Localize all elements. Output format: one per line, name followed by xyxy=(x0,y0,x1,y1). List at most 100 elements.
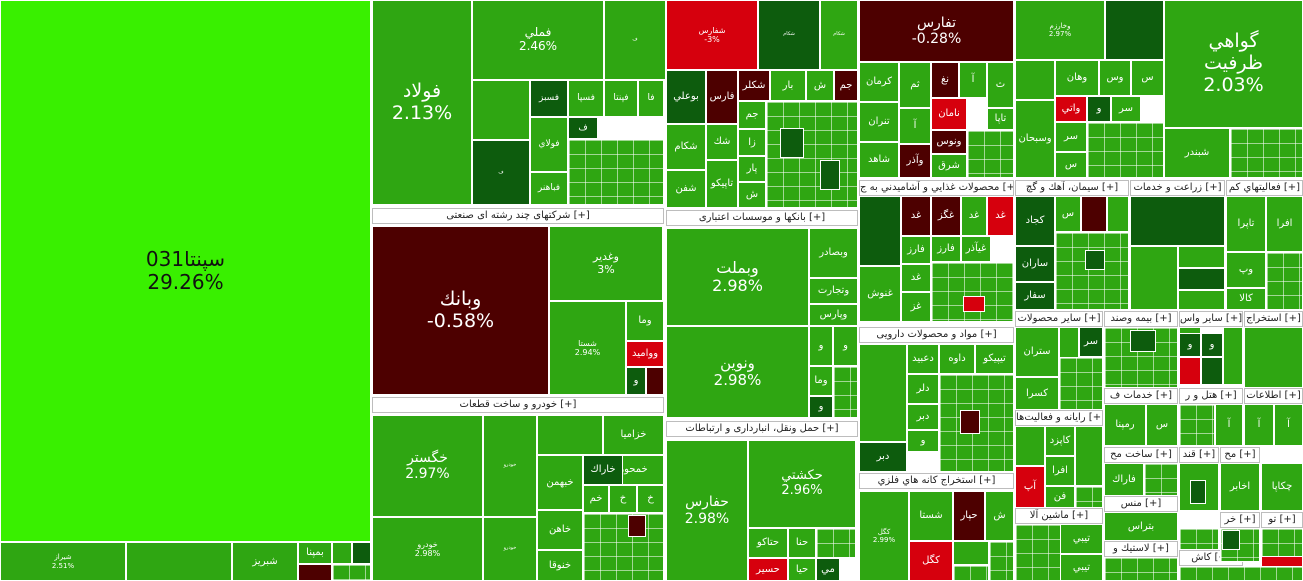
group-header[interactable]: محصولات غذايي و آشاميدني به ج [+] xyxy=(859,180,1014,196)
tile-small[interactable]: سر xyxy=(1079,327,1103,357)
tile-small[interactable]: فارز xyxy=(901,236,931,264)
tile-small[interactable]: غز xyxy=(901,292,931,322)
tile-small[interactable] xyxy=(1190,480,1206,504)
tile-small[interactable] xyxy=(1130,196,1225,246)
tile-small[interactable] xyxy=(859,344,907,442)
tile-small[interactable] xyxy=(963,296,985,312)
tile-small[interactable]: غنوش xyxy=(859,266,901,322)
tile-small[interactable]: تيبي xyxy=(1060,524,1103,554)
tile-vghadir[interactable]: وغدير 3% xyxy=(549,226,663,301)
tile-small[interactable]: كرمان xyxy=(859,62,899,102)
group-header[interactable]: هتل و ر [+] xyxy=(1179,388,1243,404)
tile-small[interactable]: وسبحان xyxy=(1015,100,1055,178)
tile-small[interactable]: س xyxy=(1146,404,1178,446)
group-header[interactable]: قند [+] xyxy=(1179,447,1219,463)
tile-small[interactable]: سر xyxy=(1055,122,1087,152)
tile-small[interactable]: فولاي xyxy=(530,117,568,172)
group-header[interactable]: مح [+] xyxy=(1220,447,1260,463)
tile-small[interactable]: خزاميا xyxy=(603,415,664,455)
tile-small[interactable]: كگل xyxy=(909,541,953,581)
tile-small[interactable]: جم xyxy=(834,70,858,101)
tile-small[interactable]: كالا xyxy=(1226,288,1266,310)
tile-small[interactable]: تيپيكو xyxy=(975,344,1014,374)
tile-small[interactable] xyxy=(1015,60,1055,100)
tile-small[interactable]: وس xyxy=(1099,60,1131,96)
tile-small[interactable]: جم xyxy=(738,101,766,129)
tile-small[interactable]: فارز xyxy=(931,236,961,262)
tile-sepanta031[interactable]: سپنتا031 29.26% xyxy=(0,0,371,542)
tile-small[interactable]: بمپنا xyxy=(298,542,332,564)
tile-small[interactable] xyxy=(1178,268,1225,290)
group-header[interactable]: بيمه وصند [+] xyxy=(1104,311,1178,327)
tile-vnovin[interactable]: ونوين 2.98% xyxy=(666,326,809,418)
tile-small[interactable] xyxy=(780,128,804,158)
tile-small[interactable]: آ xyxy=(1215,404,1243,446)
tile-small[interactable] xyxy=(298,564,332,581)
tile-small[interactable]: بتراس xyxy=(1104,512,1178,541)
group-header[interactable]: ساير محصولات [+] xyxy=(1015,311,1103,327)
group-header[interactable]: خودرو و ساخت قطعات [+] xyxy=(372,397,664,413)
tile-small[interactable]: و xyxy=(1201,333,1223,357)
tile-small[interactable]: سر xyxy=(1111,96,1141,122)
tile-small[interactable]: نامان xyxy=(931,98,967,130)
tile-shasta[interactable]: شستا 2.94% xyxy=(549,301,626,395)
tile-small[interactable]: ف xyxy=(604,0,666,80)
tile-small[interactable]: افرا xyxy=(1266,196,1303,252)
tile-small[interactable]: فن xyxy=(1045,486,1075,508)
tile-small[interactable]: ش xyxy=(738,182,766,208)
group-header[interactable]: استخراج [+] xyxy=(1244,311,1303,327)
tile-small[interactable]: آ xyxy=(899,108,931,144)
tile-small[interactable]: خودرو xyxy=(483,415,537,517)
tile-small[interactable]: فاراك xyxy=(1104,463,1144,496)
tile-small[interactable] xyxy=(1107,196,1129,232)
group-header[interactable]: ساخت مح [+] xyxy=(1104,447,1178,463)
tile-small[interactable]: شستا xyxy=(909,491,953,541)
group-header[interactable]: شرکتهای چند رشته ای صنعتی [+] xyxy=(372,208,664,224)
tile-small[interactable]: وما xyxy=(626,301,664,341)
tile-small[interactable] xyxy=(1105,0,1164,60)
tile-hafars[interactable]: حفارس 2.98% xyxy=(666,440,748,581)
tile-small[interactable]: ش xyxy=(985,491,1014,541)
tile-small[interactable]: رمپنا xyxy=(1104,404,1146,446)
tile-kgol[interactable]: كگل 2.99% xyxy=(859,491,909,581)
tile-small[interactable]: و xyxy=(833,326,858,366)
tile-small[interactable]: فا xyxy=(638,80,664,117)
group-header[interactable]: زراعت و خدمات [+] xyxy=(1130,180,1225,196)
tile-small[interactable]: خاراك xyxy=(583,455,623,485)
tile-small[interactable]: حپار xyxy=(953,491,985,541)
tile-small[interactable]: زا xyxy=(738,129,766,156)
group-header[interactable]: سيمان، آهك و گچ [+] xyxy=(1015,180,1129,196)
tile-small[interactable] xyxy=(1178,246,1225,268)
group-header[interactable]: مواد و محصولات دارویی [+] xyxy=(859,327,1014,343)
tile-small[interactable] xyxy=(126,542,232,581)
tile-fameli[interactable]: فملي 2.46% xyxy=(472,0,604,80)
tile-small[interactable]: وما xyxy=(809,366,833,396)
group-header[interactable]: رايانه و فعاليت‌ها [+] xyxy=(1015,410,1103,426)
tile-small[interactable]: غد xyxy=(987,196,1014,236)
group-header[interactable]: استخراج كانه هاي فلزي [+] xyxy=(859,473,1014,489)
tile-small[interactable]: غگز xyxy=(931,196,961,236)
tile-tafars[interactable]: تفارس -0.28% xyxy=(859,0,1014,62)
tile-small[interactable]: فباهنر xyxy=(530,172,568,205)
tile-small[interactable] xyxy=(859,196,901,266)
tile-small[interactable] xyxy=(646,367,664,395)
tile-small[interactable]: ساران xyxy=(1015,246,1055,282)
tile-small[interactable] xyxy=(1015,426,1045,466)
tile-small[interactable]: غد xyxy=(901,264,931,292)
tile-small[interactable]: فسپا xyxy=(568,80,604,117)
tile-small[interactable]: تاپا xyxy=(987,108,1014,130)
tile-small[interactable]: وآذر xyxy=(899,144,931,178)
tile-small[interactable] xyxy=(1081,196,1107,232)
tile-small[interactable]: شكام xyxy=(758,0,820,70)
tile-small[interactable]: شك xyxy=(706,124,738,160)
tile-small[interactable]: حتاكو xyxy=(748,528,788,558)
tile-small[interactable] xyxy=(960,410,980,434)
group-header[interactable]: فعاليتهاي كم [+] xyxy=(1226,180,1303,196)
tile-khodro[interactable]: خودرو 2.98% xyxy=(372,517,483,581)
tile-small[interactable]: وتجارت xyxy=(809,278,858,304)
tile-small[interactable]: مي xyxy=(816,558,840,581)
tile-small[interactable]: و xyxy=(809,396,833,418)
tile-small[interactable]: پار xyxy=(738,156,766,182)
tile-hakeshti[interactable]: حكشتي 2.96% xyxy=(748,440,856,528)
tile-small[interactable]: شرق xyxy=(931,154,967,178)
